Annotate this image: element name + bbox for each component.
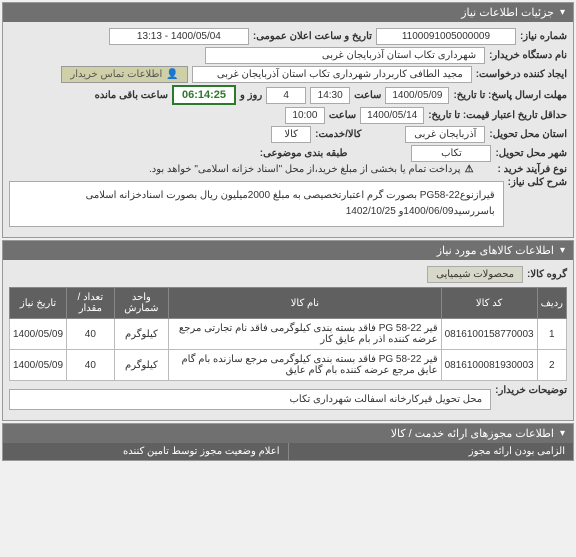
th-name: نام کالا	[169, 288, 441, 319]
validity-time-label: ساعت	[329, 110, 356, 121]
city-value: تکاب	[411, 145, 491, 162]
process-label: نوع فرآیند خرید :	[498, 164, 567, 175]
buyer-label: نام دستگاه خریدار:	[489, 50, 567, 61]
table-cell: 2	[537, 350, 566, 381]
panel2-title: اطلاعات کالاهای مورد نیاز	[437, 244, 554, 257]
table-cell: کیلوگرم	[114, 319, 169, 350]
table-cell: 40	[67, 350, 115, 381]
buyer-note-label: توضیحات خریدار:	[495, 385, 567, 396]
table-cell: 1	[537, 319, 566, 350]
validity-date: 1400/05/14	[360, 107, 424, 124]
need-no-label: شماره نیاز:	[520, 31, 567, 42]
table-cell: 0816100158770003	[441, 319, 537, 350]
table-row: 20816100081930003قیر PG 58-22 فاقد بسته …	[10, 350, 567, 381]
footer-left: اعلام وضعیت مجوز توسط تامین کننده	[3, 443, 288, 460]
pub-date-label: تاریخ و ساعت اعلان عمومی:	[253, 31, 372, 42]
contact-label: اطلاعات تماس خریدار	[70, 69, 162, 80]
subject-label: شرح کلی نیاز:	[508, 177, 567, 188]
table-cell: 40	[67, 319, 115, 350]
table-cell: 1400/05/09	[10, 350, 67, 381]
province-value: آذربایجان غربی	[405, 126, 485, 143]
panel3-body: الزامی بودن ارائه مجوز اعلام وضعیت مجوز …	[3, 443, 573, 460]
need-details-panel: ▾ جزئیات اطلاعات نیاز شماره نیاز: 110009…	[2, 2, 574, 238]
creator-label: ایجاد کننده درخواست:	[476, 69, 567, 80]
collapse-icon[interactable]: ▾	[560, 7, 565, 18]
collapse-icon[interactable]: ▾	[560, 245, 565, 256]
th-qty: تعداد / مقدار	[67, 288, 115, 319]
table-cell: قیر PG 58-22 فاقد بسته بندی کیلوگرمی فاق…	[169, 319, 441, 350]
reply-time-label: ساعت	[354, 90, 381, 101]
reply-deadline-label: مهلت ارسال پاسخ: تا تاریخ:	[453, 90, 567, 101]
reply-date: 1400/05/09	[385, 87, 449, 104]
need-no-value: 1100091005000009	[376, 28, 516, 45]
subject-value: قیرازنوعPG58-22 بصورت گرم اعتبارتخصیصی ب…	[9, 181, 504, 227]
goods-table: ردیف کد کالا نام کالا واحد شمارش تعداد /…	[9, 287, 567, 381]
service-value: کالا	[271, 126, 311, 143]
permits-panel: ▾ اطلاعات مجوزهای ارائه خدمت / کالا الزا…	[2, 423, 574, 461]
classify-label: طبقه بندی موضوعی:	[260, 148, 348, 159]
th-code: کد کالا	[441, 288, 537, 319]
table-cell: قیر PG 58-22 فاقد بسته بندی کیلوگرمی مرج…	[169, 350, 441, 381]
reply-time: 14:30	[310, 87, 350, 104]
pub-date-value: 1400/05/04 - 13:13	[109, 28, 249, 45]
buyer-note-value: محل تحویل قیرکارخانه اسفالت شهرداری تکاب	[9, 389, 491, 410]
creator-value: مجید الطافی کاربردار شهرداری تکاب استان …	[192, 66, 472, 83]
th-date: تاریخ نیاز	[10, 288, 67, 319]
days-label: روز و	[240, 90, 262, 101]
panel3-header[interactable]: ▾ اطلاعات مجوزهای ارائه خدمت / کالا	[3, 424, 573, 443]
table-header-row: ردیف کد کالا نام کالا واحد شمارش تعداد /…	[10, 288, 567, 319]
panel2-header[interactable]: ▾ اطلاعات کالاهای مورد نیاز	[3, 241, 573, 260]
service-label: کالا/خدمت:	[315, 129, 361, 140]
contact-buyer-link[interactable]: اطلاعات تماس خریدار	[61, 66, 187, 83]
panel1-title: جزئیات اطلاعات نیاز	[461, 6, 554, 19]
group-value: محصولات شیمیایی	[427, 266, 523, 283]
panel3-title: اطلاعات مجوزهای ارائه خدمت / کالا	[391, 427, 554, 440]
group-label: گروه کالا:	[527, 269, 567, 280]
buyer-value: شهرداری تکاب استان آذربایجان غربی	[205, 47, 485, 64]
person-icon	[166, 69, 178, 80]
footer-right: الزامی بودن ارائه مجوز	[288, 443, 574, 460]
table-cell: کیلوگرم	[114, 350, 169, 381]
th-unit: واحد شمارش	[114, 288, 169, 319]
table-cell: 1400/05/09	[10, 319, 67, 350]
city-label: شهر محل تحویل:	[495, 148, 567, 159]
th-row: ردیف	[537, 288, 566, 319]
validity-label: حداقل تاریخ اعتبار قیمت: تا تاریخ:	[428, 110, 567, 121]
validity-time: 10:00	[285, 107, 325, 124]
countdown-timer: 06:14:25	[172, 85, 236, 105]
panel1-header[interactable]: ▾ جزئیات اطلاعات نیاز	[3, 3, 573, 22]
goods-info-panel: ▾ اطلاعات کالاهای مورد نیاز گروه کالا: م…	[2, 240, 574, 421]
panel1-body: شماره نیاز: 1100091005000009 تاریخ و ساع…	[3, 22, 573, 237]
collapse-icon[interactable]: ▾	[560, 428, 565, 439]
table-row: 10816100158770003قیر PG 58-22 فاقد بسته …	[10, 319, 567, 350]
days-value: 4	[266, 87, 306, 104]
warn-text: پرداخت تمام یا بخشی از مبلغ خرید،از محل …	[149, 164, 461, 175]
province-label: استان محل تحویل:	[489, 129, 567, 140]
warn-icon: ⚠	[465, 164, 474, 175]
panel2-body: گروه کالا: محصولات شیمیایی ردیف کد کالا …	[3, 260, 573, 420]
table-cell: 0816100081930003	[441, 350, 537, 381]
remain-label: ساعت باقی مانده	[95, 90, 168, 101]
